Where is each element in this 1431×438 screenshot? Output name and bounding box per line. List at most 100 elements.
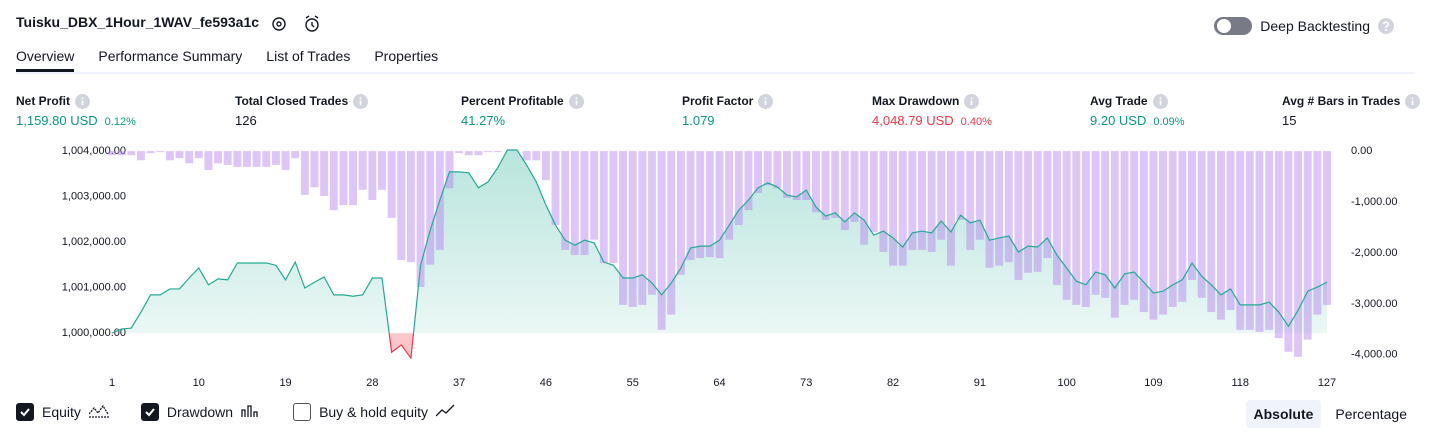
drawdown-bar [889,151,898,266]
drawdown-bar [146,151,155,154]
y2-tick-label: -3,000.00 [1351,298,1397,310]
drawdown-bar [1178,151,1187,302]
toggle[interactable] [1214,16,1253,36]
info-icon[interactable] [964,93,980,109]
drawdown-bar [108,151,116,156]
drawdown-bar [628,151,637,307]
metric-label: Avg Trade [1090,94,1148,108]
x-tick-label: 46 [540,377,552,389]
drawdown-bar [1168,151,1177,307]
info-icon[interactable] [568,93,584,109]
metric: Total Closed Trades 126 [235,93,369,128]
check-path [20,408,30,417]
drawdown-bar [1159,151,1168,315]
checkbox[interactable] [16,403,34,421]
check-mark [145,408,155,417]
legend-icon [241,405,258,417]
tab[interactable]: Properties [374,48,439,64]
drawdown-bar [1284,151,1293,352]
drawdown-bar [551,151,560,225]
info-icon[interactable] [1405,93,1421,109]
checkbox[interactable] [140,403,159,421]
metric-value: 1.079 [682,113,715,128]
drawdown-bar [397,151,406,261]
legend-icon-path [436,404,455,417]
metric-header: Max Drawdown [872,93,992,109]
drawdown-bar [156,151,165,153]
metric-values: 1.079 [682,113,773,128]
drawdown-bar [773,151,782,189]
drawdown-bar [300,151,309,195]
info-icon[interactable] [1152,93,1168,109]
x-tick-label: 127 [1318,377,1336,389]
scale-button[interactable]: Percentage [1335,406,1407,422]
drawdown-bar [1120,151,1129,305]
drawdown-bar [1274,151,1283,339]
legend-item[interactable]: Equity [16,403,111,421]
legend-icon-path [88,404,109,418]
drawdown-bar [165,151,174,161]
equity-area [112,150,1327,334]
metric-value: 1,159.80 USD [16,113,98,128]
x-tick-label: 118 [1231,377,1249,389]
tab-bar: Overview Performance Summary List of Trade… [16,48,438,72]
metric-header: Total Closed Trades [235,93,369,109]
drawdown-bar [860,151,869,245]
x-tick-label: 73 [800,377,812,389]
deep-backtesting[interactable]: Deep Backtesting [1214,16,1394,36]
drawdown-bar [850,151,859,222]
drawdown-bar [821,151,830,220]
x-tick-label: 109 [1144,377,1162,389]
drawdown-bar [387,151,396,218]
metric-percent: 0.12% [104,116,136,128]
legend-label: Buy & hold equity [319,404,429,420]
drawdown-bar [474,151,483,156]
tab-divider [16,72,1415,74]
title-icons[interactable] [270,14,332,34]
drawdown-bar [1110,151,1119,318]
metric-values: 9.20 USD 0.09% [1090,113,1185,128]
drawdown-bar [1255,151,1264,332]
drawdown-bar [811,151,820,213]
drawdown-bar [1294,151,1303,357]
x-tick-label: 19 [279,377,291,389]
drawdown-bar [368,151,377,200]
info-dot [575,96,578,99]
metric-value: 41.27% [461,113,506,128]
drawdown-bar [1245,151,1254,330]
metric-value: 15 [1282,113,1297,128]
scale-button[interactable]: Absolute [1245,400,1322,428]
info-icon[interactable] [758,93,774,109]
drawdown-bar [1149,151,1158,320]
tab[interactable]: List of Trades [266,48,351,64]
legend-item[interactable]: Buy & hold equity [293,403,458,421]
metric-values: 15 [1282,113,1420,128]
metric-values: 126 [235,113,368,128]
tab[interactable]: Overview [16,48,75,72]
drawdown-bar [975,151,984,240]
metric-label: Percent Profitable [461,94,564,108]
scale-buttons: Absolute Percentage [1245,400,1416,428]
drawdown-bar [744,151,753,211]
legend-label: Equity [42,404,81,420]
drawdown-bar [869,151,878,233]
drawdown-bar [657,151,666,330]
metric: Profit Factor 1.079 [682,93,774,128]
help-icon[interactable] [1378,18,1394,34]
tab[interactable]: Performance Summary [98,48,243,64]
metric-label: Avg # Bars in Trades [1282,94,1401,108]
info-icon[interactable] [353,93,369,109]
drawdown-bar [619,151,628,305]
metric-label: Total Closed Trades [235,94,349,108]
drawdown-bar [1091,151,1100,295]
drawdown-bar [1188,151,1196,280]
metric: Net Profit 1,159.80 USD 0.12% [16,93,136,128]
drawdown-bar [763,151,772,186]
info-icon[interactable] [75,93,90,109]
drawdown-bar [590,151,599,240]
drawdown-bar [956,151,965,220]
drawdown-bar [214,151,223,164]
drawdown-bar [541,151,550,181]
legend-item[interactable]: Drawdown [140,403,263,421]
checkbox[interactable] [293,403,312,421]
